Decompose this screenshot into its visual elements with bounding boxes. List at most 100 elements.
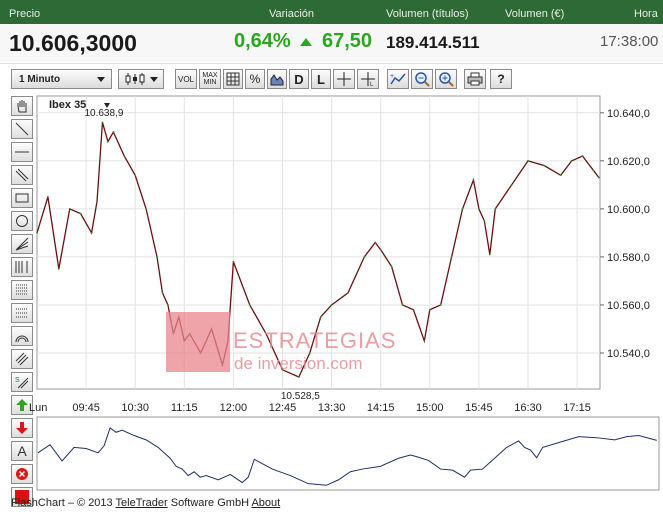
footer-about-link[interactable]: About [251, 497, 281, 509]
grid-icon [226, 72, 240, 86]
channel-tool[interactable] [11, 349, 33, 369]
x-tick-label: Lun [29, 402, 47, 414]
x-tick-label: 09:45 [72, 402, 100, 414]
chart-toolbar: 1 Minuto VOL MAX MIN % D L L + ? [0, 63, 663, 94]
x-tick-label: 12:45 [269, 402, 297, 414]
price-point [439, 304, 442, 306]
area-chart-icon [270, 74, 284, 86]
price-point [112, 131, 115, 133]
price-point [401, 304, 404, 306]
crosshair-button[interactable] [333, 69, 355, 89]
grid-button[interactable] [223, 69, 243, 89]
price-point [57, 268, 60, 270]
circle-icon [16, 215, 28, 227]
y-tick-label: 10.580,0 [607, 252, 650, 264]
buy-arrow-tool[interactable] [11, 395, 33, 415]
overview-line [37, 427, 657, 486]
price-point [308, 352, 311, 354]
zoom-out-button[interactable] [411, 69, 433, 89]
chevron-down-icon[interactable] [104, 103, 110, 108]
parallel-line-icon [15, 168, 29, 182]
hand-icon [17, 100, 27, 113]
candles-icon [125, 73, 145, 85]
color-tool[interactable] [11, 487, 33, 507]
hand-tool[interactable] [11, 96, 33, 116]
change-points: 67,50 [322, 30, 373, 52]
fan-tool[interactable] [11, 234, 33, 254]
sell-arrow-icon [16, 422, 28, 434]
price-point [379, 248, 382, 251]
compare-button[interactable] [267, 69, 287, 89]
quote-header: Precio Variación Volumen (títulos) Volum… [0, 0, 663, 62]
volume-button[interactable]: VOL [175, 69, 197, 89]
interval-select[interactable]: 1 Minuto [11, 69, 112, 89]
svg-text:L: L [370, 82, 374, 86]
help-button[interactable]: ? [490, 69, 512, 89]
print-button[interactable] [464, 69, 486, 89]
regression-tool[interactable]: S [11, 372, 33, 392]
price-point [450, 256, 453, 258]
grid-lines-tool[interactable] [11, 280, 33, 300]
price-point [156, 256, 158, 258]
fibonacci-tool[interactable] [11, 257, 33, 277]
label-time: Hora [634, 8, 658, 20]
x-tick-label: 16:30 [514, 402, 542, 414]
indicator-button[interactable]: + [387, 69, 409, 89]
x-tick-label: 10:30 [121, 402, 149, 414]
x-tick-label: 11:15 [171, 402, 198, 414]
price-point [483, 219, 486, 222]
price-chart[interactable]: Ibex 35 10.638,9 10.528,5 10.540,0 10.560… [0, 0, 663, 497]
rectangle-tool[interactable] [11, 188, 33, 208]
x-tick-label: 12:00 [220, 402, 248, 414]
overview-frame[interactable] [36, 416, 660, 491]
delete-tool[interactable] [11, 464, 33, 484]
line-tool[interactable] [11, 119, 33, 139]
last-price: 10.606,3000 [9, 30, 137, 56]
text-icon: A [17, 443, 27, 459]
chevron-down-icon [97, 77, 105, 82]
horizontal-grid [37, 112, 604, 354]
change-percent: 0,64% [234, 30, 291, 52]
text-tool[interactable]: A [11, 441, 33, 461]
maxmin-button[interactable]: MAX MIN [199, 69, 221, 89]
chart-type-button[interactable] [118, 69, 164, 89]
price-point [107, 140, 109, 143]
circle-tool[interactable] [11, 211, 33, 231]
watermark-text: ESTRATEGIAS [233, 328, 397, 353]
price-point [581, 155, 584, 157]
overview-series [37, 427, 657, 486]
horizontal-line-tool[interactable] [11, 142, 33, 162]
price-point [559, 174, 562, 177]
zoom-out-icon [415, 72, 430, 87]
rectangle-icon [15, 193, 29, 203]
daily-button[interactable]: D [289, 69, 309, 89]
sell-arrow-tool[interactable] [11, 418, 33, 438]
percent-button[interactable]: % [245, 69, 265, 89]
label-volume-eur: Volumen (€) [505, 8, 565, 20]
x-axis-labels: Lun 09:45 10:30 11:15 12:00 12:45 13:30 14:15 15… [29, 402, 591, 414]
delete-icon [16, 468, 28, 480]
x-tick-label: 15:45 [465, 402, 493, 414]
log-button[interactable]: L [311, 69, 331, 89]
watermark-subtext: de inversion.com [234, 354, 363, 373]
label-variation: Variación [269, 8, 315, 20]
zoom-in-button[interactable] [435, 69, 457, 89]
crosshair-l-button[interactable]: L [357, 69, 379, 89]
price-point [101, 121, 104, 124]
price-point [134, 174, 137, 177]
price-point [390, 265, 393, 268]
crosshair-icon [337, 72, 351, 86]
parallel-line-tool[interactable] [11, 165, 33, 185]
print-icon [467, 72, 483, 86]
price-series [36, 121, 600, 378]
price-point [123, 155, 126, 157]
high-annotation: 10.638,9 [84, 108, 123, 119]
label-volume-titles: Volumen (títulos) [386, 8, 469, 20]
arc-tool[interactable] [11, 326, 33, 346]
dotted-grid-tool[interactable] [11, 303, 33, 323]
x-tick-label: 17:15 [563, 402, 591, 414]
price-point [167, 304, 169, 306]
footer-company-link[interactable]: TeleTrader [115, 497, 168, 509]
interval-select-label: 1 Minuto [19, 73, 61, 85]
quote-time: 17:38:00 [600, 33, 659, 50]
